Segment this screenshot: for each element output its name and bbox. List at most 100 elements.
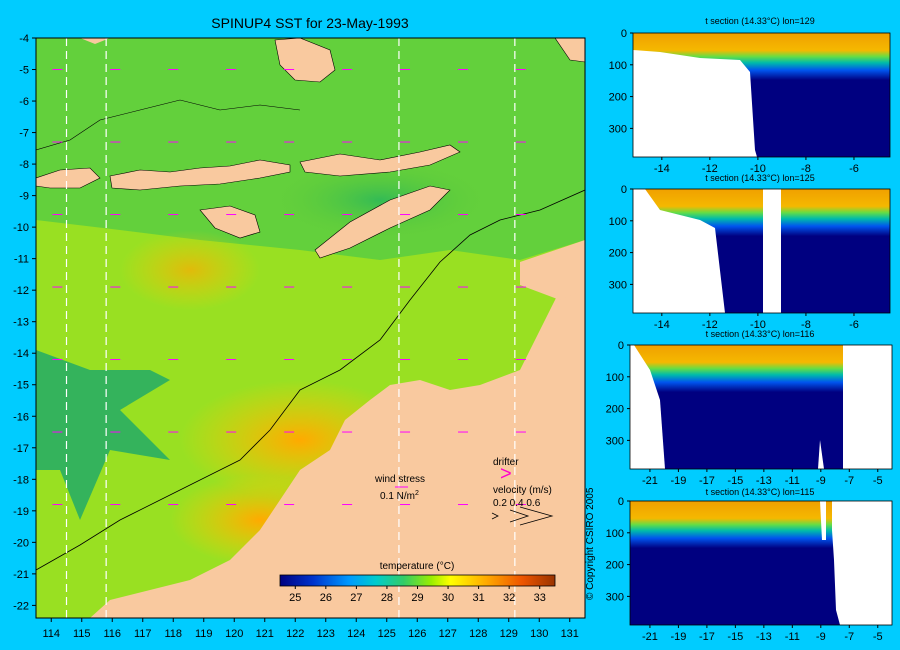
section-panel-lon115: t section (14.33°C) lon=115 -21 -19 -17 -15… (606, 487, 893, 643)
section-x-tick-label: -11 (785, 631, 800, 643)
velocity-label: velocity (m/s) (493, 485, 552, 496)
section-y-tick-label: 100 (606, 528, 624, 540)
section-panel-lon129: t section (14.33°C) lon=129 -14 -12 -10 -8-… (609, 16, 891, 175)
section-title: t section (14.33°C) lon=129 (705, 16, 814, 26)
section-x-tick-label: -6 (849, 319, 859, 331)
section-x-axis: -21 -19 -17 -15 -13 -11 -9 -7 -5 (642, 469, 883, 487)
section-title: t section (14.33°C) lon=115 (706, 487, 815, 497)
section-y-tick-label: 100 (609, 216, 627, 228)
section-x-tick-label: -12 (702, 163, 718, 175)
map-y-tick-label: -7 (19, 128, 29, 140)
colorbar-tick-label: 28 (381, 592, 393, 604)
island (274, 38, 336, 83)
map-y-tick-label: -8 (19, 159, 29, 171)
section-frame (629, 500, 893, 626)
colorbar-tick-label: 33 (534, 592, 546, 604)
map-x-tick-label: 114 (42, 628, 60, 640)
section-y-tick-label: 200 (606, 560, 624, 572)
section-x-tick-label: -21 (642, 475, 658, 487)
map-x-tick-label: 131 (561, 628, 579, 640)
map-x-tick-label: 130 (530, 628, 548, 640)
section-lines (65, 38, 516, 618)
map-x-tick-label: 128 (469, 628, 487, 640)
section-x-tick-label: -14 (654, 319, 670, 331)
section-y-tick-label: 300 (606, 591, 624, 603)
section-panel-lon116: t section (14.33°C) lon=116 -21 -19 -17 -15… (606, 329, 893, 487)
colorbar-label: temperature (°C) (380, 561, 455, 572)
section-land (820, 501, 826, 540)
section-x-tick-label: -12 (702, 319, 718, 331)
colorbar (279, 574, 556, 587)
map-y-tick-label: -15 (13, 380, 29, 392)
map-x-tick-label: 117 (134, 628, 152, 640)
section-land (633, 50, 757, 157)
map-x-tick-label: 123 (317, 628, 335, 640)
section-y-tick-label: 200 (609, 248, 627, 260)
map-x-tick-label: 121 (256, 628, 274, 640)
section-x-tick-label: -19 (670, 475, 686, 487)
map-x-tick-label: 118 (164, 628, 182, 640)
section-x-tick-label: -14 (654, 163, 670, 175)
section-y-tick-label: 300 (609, 123, 627, 135)
colorbar-tick-label: 25 (289, 592, 301, 604)
section-y-tick-label: 300 (606, 435, 624, 447)
island (109, 159, 291, 191)
warm-patch (120, 230, 260, 310)
colorbar-ticks: 25 26 27 28 29 30 31 32 33 (289, 586, 546, 604)
section-x-tick-label: -9 (816, 631, 826, 643)
shelf-contour (36, 99, 301, 151)
island (554, 38, 585, 63)
map-y-tick-label: -22 (13, 600, 29, 612)
map-y-tick-label: -9 (19, 191, 29, 203)
map-x-tick-label: 116 (103, 628, 121, 640)
section-x-tick-label: -17 (699, 475, 715, 487)
sst-map: SPINUP4 SST for 23-May-1993 (13, 15, 586, 640)
map-x-axis: 114 115 116 117 118 119 120 121 122 123 124 125 126 1… (42, 618, 579, 640)
wind-stress-label: wind stress (374, 474, 425, 485)
section-x-tick-label: -15 (727, 631, 743, 643)
drifter-label: drifter (493, 457, 519, 468)
map-x-tick-label: 126 (408, 628, 426, 640)
section-x-tick-label: -8 (801, 319, 811, 331)
map-y-tick-label: -17 (13, 443, 29, 455)
map-y-tick-label: -12 (13, 285, 29, 297)
section-x-tick-label: -9 (816, 475, 826, 487)
section-x-tick-label: -13 (756, 631, 772, 643)
map-y-tick-label: -14 (13, 348, 29, 360)
map-y-tick-label: -16 (13, 411, 29, 423)
wind-arrows (52, 69, 526, 506)
section-x-tick-label: -5 (873, 631, 883, 643)
map-y-tick-label: -11 (14, 254, 29, 266)
map-y-tick-label: -18 (13, 474, 29, 486)
velocity-values: 0.2 0.4 0.6 (493, 498, 541, 509)
section-title: t section (14.33°C) lon=125 (705, 173, 814, 183)
section-y-tick-label: 0 (618, 496, 624, 508)
shelf-contour (36, 189, 585, 571)
australia-land (90, 265, 585, 618)
section-land (763, 189, 781, 313)
map-x-tick-label: 125 (378, 628, 396, 640)
map-y-tick-label: -6 (19, 96, 29, 108)
colorbar-tick-label: 27 (350, 592, 362, 604)
copyright-notice: © Copyright CSIRO 2005 (585, 487, 596, 600)
section-panel-lon125: t section (14.33°C) lon=125 -14 -12 -10 -8-… (609, 173, 891, 331)
velocity-arrows-icon (491, 506, 554, 526)
section-y-tick-label: 300 (609, 279, 627, 291)
map-title: SPINUP4 SST for 23-May-1993 (211, 15, 409, 31)
island (199, 205, 261, 239)
section-x-axis: -21 -19 -17 -15 -13 -11 -9 -7 -5 (642, 625, 883, 643)
section-land (633, 189, 725, 313)
section-frame (632, 188, 891, 314)
map-x-tick-label: 122 (286, 628, 304, 640)
section-y-axis: 0 100 200 300 (609, 184, 633, 291)
section-x-axis: -14 -12 -10 -8 -6 (654, 313, 859, 331)
section-x-tick-label: -7 (844, 631, 854, 643)
section-y-axis: 0 100 200 300 (606, 340, 630, 447)
map-x-tick-label: 129 (500, 628, 518, 640)
section-x-tick-label: -5 (873, 475, 883, 487)
section-x-tick-label: -10 (750, 319, 766, 331)
section-x-tick-label: -13 (756, 475, 772, 487)
map-x-tick-label: 124 (347, 628, 365, 640)
map-x-tick-label: 120 (225, 628, 243, 640)
section-y-tick-label: 0 (618, 340, 624, 352)
